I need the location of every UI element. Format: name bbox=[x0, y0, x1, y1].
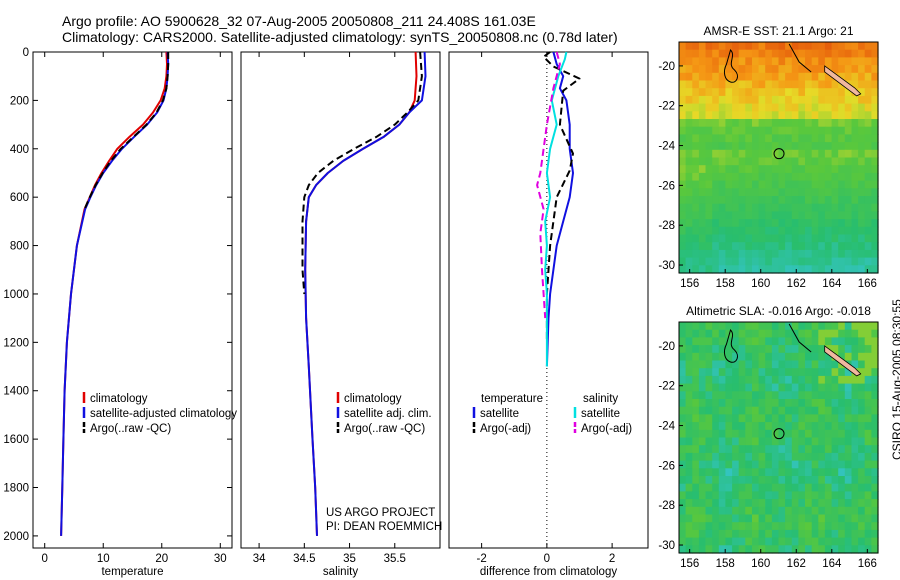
map4-xtick-label: 164 bbox=[822, 558, 842, 570]
chart2-xtick-label: -2 bbox=[477, 553, 487, 565]
chart2-legend-sal-heading: salinity bbox=[583, 393, 618, 405]
chart0-ytick-label: 1000 bbox=[3, 289, 29, 301]
map3-title: AMSR-E SST: 21.1 Argo: 21 bbox=[703, 24, 853, 38]
chart0-series-argo-raw-qc- bbox=[83, 52, 170, 210]
chart1-xtick-label: 35 bbox=[343, 553, 356, 565]
chart0-xtick-label: 30 bbox=[214, 553, 227, 565]
chart2-legend-temp-label: Argo(-adj) bbox=[480, 423, 531, 435]
map4-ytick-label: -24 bbox=[658, 421, 675, 433]
map3-reef-outline bbox=[723, 49, 738, 83]
map3-xtick-label: 158 bbox=[716, 278, 735, 290]
map3-pixels bbox=[679, 42, 879, 274]
chart0-legend-label: satellite-adjusted climatology bbox=[90, 408, 237, 420]
chart0-xlabel: temperature bbox=[101, 566, 163, 578]
map4-argo-marker bbox=[773, 428, 785, 440]
map3-ytick-label: -24 bbox=[658, 141, 675, 153]
map4-ytick-label: -30 bbox=[658, 540, 675, 552]
map3-xtick-label: 156 bbox=[680, 278, 699, 290]
map4-xtick-label: 162 bbox=[787, 558, 806, 570]
chart2-frame bbox=[448, 51, 649, 549]
map3-argo-marker bbox=[773, 148, 785, 160]
map3-xtick-label: 164 bbox=[822, 278, 842, 290]
chart1-xtick-label: 35.5 bbox=[384, 553, 406, 565]
map4-reef-outline bbox=[723, 329, 738, 363]
map4-ytick-label: -22 bbox=[658, 381, 675, 393]
chart0-xtick-label: 0 bbox=[42, 553, 48, 565]
chart0-ytick-label: 400 bbox=[10, 144, 29, 156]
map4-reef-line bbox=[788, 323, 812, 353]
chart1-legend-label: Argo(..raw -QC) bbox=[344, 423, 425, 435]
chart0-series-climatology bbox=[60, 51, 168, 536]
map3-ytick-label: -30 bbox=[658, 260, 675, 272]
figure-title-line-2: Climatology: CARS2000. Satellite-adjuste… bbox=[62, 29, 618, 45]
chart0-ytick-label: 600 bbox=[10, 192, 29, 204]
chart1-xtick-label: 34 bbox=[253, 553, 266, 565]
chart0-legend-label: climatology bbox=[90, 393, 148, 405]
map4-xtick-label: 166 bbox=[858, 558, 877, 570]
chart1-frame bbox=[240, 51, 441, 549]
chart0-xtick-label: 10 bbox=[97, 553, 110, 565]
map4-title: Altimetric SLA: -0.016 Argo: -0.018 bbox=[686, 304, 871, 318]
chart2-series-temperature-argo-adj- bbox=[542, 51, 581, 343]
chart0-frame bbox=[32, 51, 233, 549]
map3-xtick-label: 166 bbox=[858, 278, 877, 290]
map3-reef-line bbox=[788, 43, 812, 73]
credit-label: CSIRO 15-Aug-2005 08:30:55 bbox=[890, 299, 900, 460]
chart2-series-salinity-argo-adj- bbox=[536, 51, 561, 319]
map3-new-caledonia-land bbox=[824, 65, 862, 97]
chart2-legend-sal-label: satellite bbox=[581, 408, 620, 420]
chart2-legend-temp-label: satellite bbox=[480, 408, 519, 420]
map4-ytick-label: -28 bbox=[658, 500, 675, 512]
chart2-legend-sal-label: Argo(-adj) bbox=[581, 423, 632, 435]
chart0-series-satellite-adjusted-climatology bbox=[60, 51, 170, 536]
chart0-legend-label: Argo(..raw -QC) bbox=[90, 423, 171, 435]
map4-xtick-label: 156 bbox=[680, 558, 699, 570]
chart0-ytick-label: 1400 bbox=[3, 386, 29, 398]
chart0-ytick-label: 2000 bbox=[3, 531, 29, 543]
map3-ytick-label: -20 bbox=[658, 61, 675, 73]
chart1-legend-label: climatology bbox=[344, 393, 402, 405]
map4-ytick-label: -26 bbox=[658, 460, 675, 472]
figure-title-line-1: Argo profile: AO 5900628_32 07-Aug-2005 … bbox=[62, 13, 536, 29]
chart0-xtick-label: 20 bbox=[155, 553, 168, 565]
chart1-series-climatology bbox=[304, 51, 418, 536]
chart0-ytick-label: 200 bbox=[10, 95, 29, 107]
map4-new-caledonia-land bbox=[824, 345, 862, 377]
chart2-series-salinity-satellite bbox=[544, 51, 568, 367]
chart2-xlabel: difference from climatology bbox=[480, 566, 617, 578]
map4-xtick-label: 160 bbox=[751, 558, 770, 570]
map3-ytick-label: -26 bbox=[658, 180, 675, 192]
map4-ytick-label: -20 bbox=[658, 341, 675, 353]
map3-xtick-label: 162 bbox=[787, 278, 806, 290]
chart1-series-satellite-adj-clim- bbox=[304, 51, 427, 536]
map4-frame bbox=[678, 321, 879, 554]
map3-ytick-label: -28 bbox=[658, 220, 675, 232]
chart0-ytick-label: 1600 bbox=[3, 434, 29, 446]
map3-xtick-label: 160 bbox=[751, 278, 770, 290]
chart0-ytick-label: 0 bbox=[23, 47, 29, 59]
map4-pixels bbox=[679, 322, 879, 554]
chart0-ytick-label: 800 bbox=[10, 241, 29, 253]
chart1-annotation: US ARGO PROJECT bbox=[326, 507, 435, 519]
chart1-xlabel: salinity bbox=[323, 566, 358, 578]
chart1-xtick-label: 34.5 bbox=[293, 553, 315, 565]
chart1-annotation: PI: DEAN ROEMMICH bbox=[326, 521, 442, 533]
map3-frame bbox=[678, 41, 879, 274]
chart1-series-argo-raw-qc- bbox=[301, 51, 423, 295]
chart2-xtick-label: 0 bbox=[544, 553, 550, 565]
chart2-series-temperature-satellite bbox=[545, 51, 574, 367]
chart2-legend-temp-heading: temperature bbox=[481, 393, 543, 405]
map3-ytick-label: -22 bbox=[658, 101, 675, 113]
map4-xtick-label: 158 bbox=[716, 558, 735, 570]
chart2-xtick-label: 2 bbox=[609, 553, 615, 565]
chart0-ytick-label: 1800 bbox=[3, 483, 29, 495]
chart1-legend-label: satellite adj. clim. bbox=[344, 408, 432, 420]
chart0-ytick-label: 1200 bbox=[3, 337, 29, 349]
